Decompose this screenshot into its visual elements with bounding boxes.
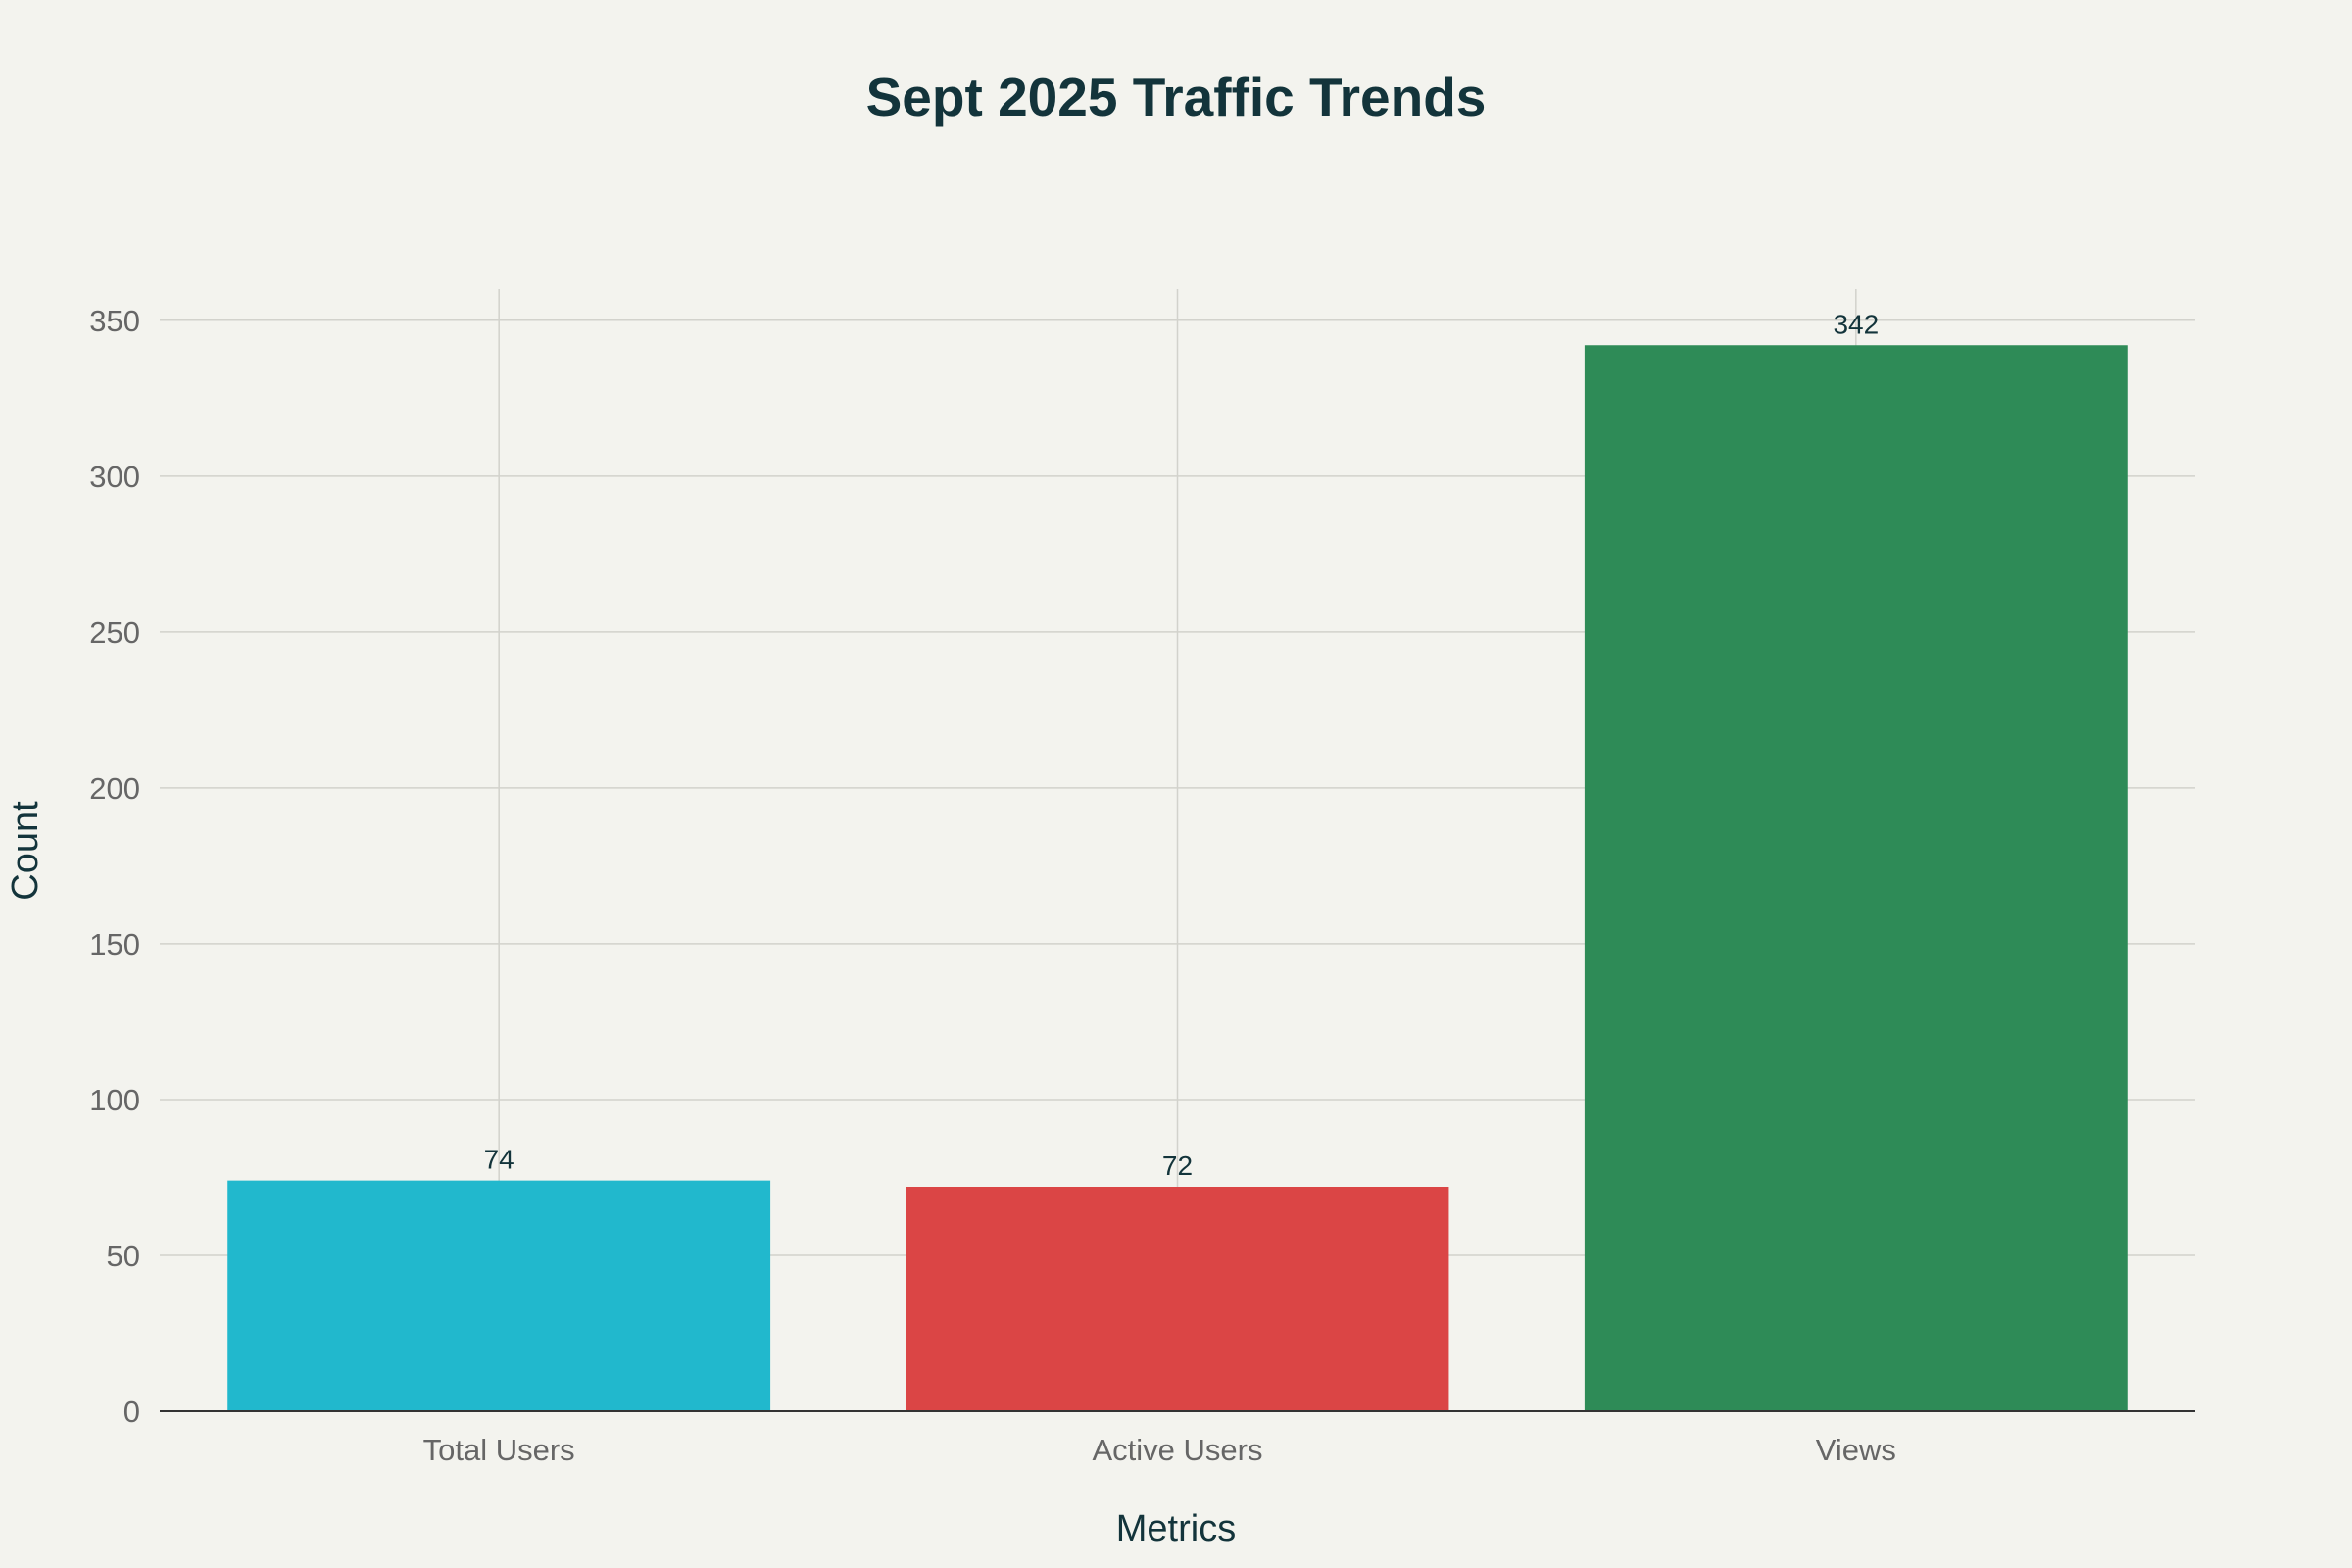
bars bbox=[227, 345, 2128, 1411]
y-tick-label: 350 bbox=[89, 304, 140, 338]
x-tick-label: Active Users bbox=[1093, 1433, 1263, 1467]
y-tick-label: 200 bbox=[89, 771, 140, 806]
x-tick-label: Total Users bbox=[423, 1433, 575, 1467]
bar bbox=[1584, 345, 2128, 1411]
x-axis-title: Metrics bbox=[1116, 1508, 1236, 1549]
y-tick-label: 100 bbox=[89, 1083, 140, 1117]
y-tick-label: 50 bbox=[107, 1239, 140, 1273]
chart-title: Sept 2025 Traffic Trends bbox=[866, 67, 1487, 127]
data-labels: 74 72 342 bbox=[484, 309, 1880, 1181]
y-tick-label: 250 bbox=[89, 615, 140, 650]
x-tick-label: Views bbox=[1816, 1433, 1896, 1467]
y-tick-label: 300 bbox=[89, 460, 140, 494]
y-tick-label: 150 bbox=[89, 927, 140, 961]
bar bbox=[906, 1187, 1449, 1411]
bar bbox=[227, 1180, 771, 1411]
x-axis-ticks: Total Users Active Users Views bbox=[423, 1433, 1896, 1467]
y-tick-label: 0 bbox=[123, 1395, 140, 1429]
y-axis-ticks: 0 50 100 150 200 250 300 350 bbox=[89, 304, 140, 1429]
data-label: 74 bbox=[484, 1145, 514, 1175]
data-label: 72 bbox=[1162, 1151, 1193, 1181]
data-label: 342 bbox=[1833, 309, 1879, 339]
y-axis-title: Count bbox=[5, 801, 46, 901]
